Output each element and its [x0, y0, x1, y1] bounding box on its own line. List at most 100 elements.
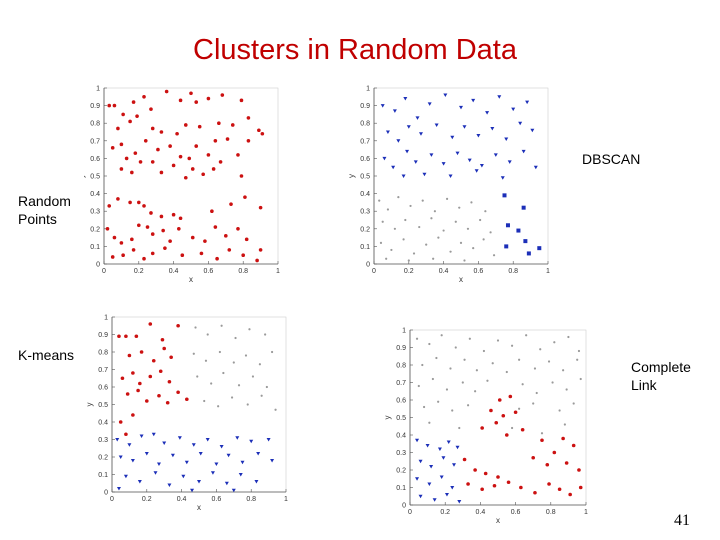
scatter-point	[415, 116, 420, 120]
scatter-point	[425, 444, 430, 448]
y-tick-label: 0.8	[98, 350, 108, 357]
scatter-point	[493, 153, 498, 157]
scatter-point	[157, 393, 161, 398]
scatter-kmeans: 0 0.2 0.4 0.6 0.8 1 0 0.1 0.2 0.3 0.4 0.5 0.6 0.7 0.8 0…	[85, 315, 288, 513]
scatter-point	[553, 341, 556, 344]
y-tick-label: 0.6	[396, 398, 406, 405]
scatter-point	[480, 426, 484, 430]
scatter-point	[196, 375, 199, 378]
scatter-point	[225, 137, 230, 141]
y-tick-label: 0	[104, 490, 108, 497]
scatter-point	[510, 344, 514, 347]
scatter-point	[135, 114, 139, 118]
y-axis-label: y	[85, 403, 94, 407]
scatter-point	[178, 98, 183, 103]
scatter-point	[115, 438, 120, 442]
scatter-point	[251, 375, 255, 378]
scatter-point	[437, 447, 442, 451]
scatter-point	[526, 251, 531, 256]
scatter-point	[459, 105, 463, 110]
x-tick-label: 0.6	[212, 496, 222, 503]
scatter-point	[451, 409, 454, 412]
y-tick-label: 0.8	[360, 121, 370, 128]
scatter-point	[418, 494, 423, 499]
scatter-point	[145, 399, 149, 403]
scatter-point	[379, 241, 383, 244]
scatter-point	[236, 227, 240, 231]
scatter-point	[476, 134, 481, 138]
scatter-point	[473, 468, 477, 472]
scatter-point	[232, 361, 235, 364]
scatter-point	[112, 235, 117, 240]
y-axis-label: y	[347, 174, 356, 178]
y-tick-label: 0.2	[90, 226, 100, 233]
scatter-point	[402, 238, 405, 241]
scatter-point	[169, 355, 173, 360]
scatter-point	[520, 427, 525, 432]
scatter-point	[552, 450, 557, 455]
scatter-point	[178, 154, 183, 159]
scatter-point	[124, 156, 129, 161]
x-tick-label: 1	[284, 496, 288, 503]
x-tick-label: 0	[102, 268, 106, 275]
scatter-point	[177, 227, 181, 231]
x-tick-label: 0.2	[134, 268, 144, 275]
y-tick-label: 0.7	[360, 138, 370, 145]
scatter-point	[128, 119, 132, 124]
scatter-point	[150, 126, 155, 131]
plot-frame	[111, 316, 287, 493]
scatter-point	[386, 208, 390, 211]
scatter-point	[441, 456, 446, 460]
scatter-point	[168, 144, 172, 148]
scatter-point	[145, 225, 150, 229]
scatter-point	[467, 158, 472, 163]
x-tick-label: 1	[546, 268, 550, 275]
scatter-point	[244, 237, 249, 242]
y-tick-label: 0	[366, 262, 370, 269]
scatter-point	[177, 436, 182, 440]
scatter-point	[466, 227, 470, 230]
scatter-point	[240, 460, 245, 465]
y-tick-label: 1	[96, 86, 100, 93]
scatter-point	[274, 408, 277, 411]
y-axis-label: y	[84, 174, 86, 178]
scatter-point	[237, 384, 241, 387]
scatter-point	[142, 204, 146, 208]
scatter-point	[441, 162, 446, 166]
scatter-point	[131, 248, 136, 252]
scatter-point	[238, 473, 243, 477]
y-tick-label: 0.9	[360, 103, 370, 110]
scatter-point	[446, 440, 451, 444]
scatter-point	[124, 334, 128, 339]
scatter-point	[563, 423, 566, 426]
scatter-point	[533, 367, 537, 370]
scatter-point	[235, 436, 240, 440]
scatter-point	[128, 200, 132, 205]
y-tick-label: 0.5	[396, 415, 406, 422]
x-tick-label: 0.2	[404, 268, 414, 275]
scatter-point	[505, 223, 510, 228]
scatter-point	[540, 432, 544, 435]
scatter-point	[194, 326, 197, 329]
scatter-point	[444, 493, 449, 497]
scatter-point	[162, 441, 167, 445]
scatter-point	[241, 253, 245, 257]
scatter-point	[466, 482, 470, 486]
scatter-point	[471, 98, 476, 103]
scatter-point	[518, 358, 521, 361]
scatter-point	[577, 349, 581, 353]
x-tick-label: 0.2	[440, 509, 450, 516]
scatter-point	[131, 371, 135, 375]
y-tick-label: 0.2	[360, 226, 370, 233]
y-tick-label: 0.1	[90, 244, 100, 251]
scatter-point	[231, 488, 236, 493]
scatter-point	[486, 379, 489, 382]
scatter-point	[518, 407, 521, 410]
scatter-point	[148, 374, 153, 379]
scatter-point	[165, 400, 170, 405]
scatter-point	[213, 139, 218, 143]
scatter-point	[547, 360, 551, 363]
y-tick-label: 0.5	[90, 174, 100, 181]
scatter-point	[230, 396, 234, 399]
scatter-point	[433, 210, 436, 213]
